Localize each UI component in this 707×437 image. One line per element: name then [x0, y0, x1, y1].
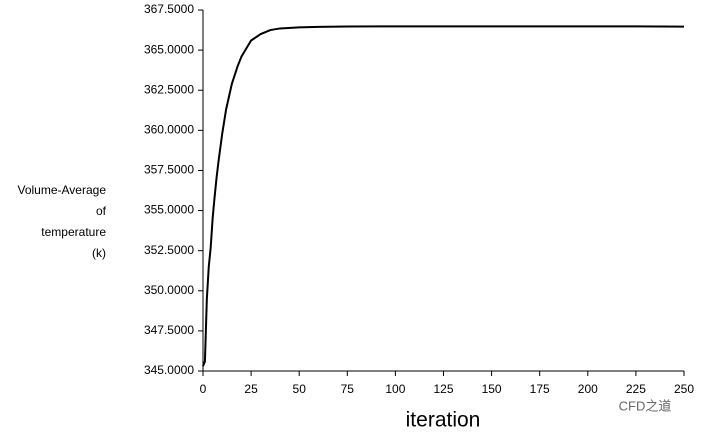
- y-axis-label: temperature: [41, 225, 106, 239]
- y-tick-label: 352.5000: [144, 243, 194, 257]
- y-tick-label: 355.0000: [144, 203, 194, 217]
- x-tick-label: 150: [482, 382, 502, 396]
- x-tick-label: 75: [341, 382, 355, 396]
- y-tick-label: 350.0000: [144, 283, 194, 297]
- data-line: [202, 25, 685, 367]
- x-tick-label: 25: [244, 382, 258, 396]
- y-tick-label: 365.0000: [144, 42, 194, 56]
- x-tick-label: 175: [530, 382, 550, 396]
- x-tick-label: 225: [626, 382, 646, 396]
- y-tick-label: 362.5000: [144, 82, 194, 96]
- x-tick-label: 200: [578, 382, 598, 396]
- y-tick-label: 367.5000: [144, 2, 194, 16]
- y-tick-label: 357.5000: [144, 163, 194, 177]
- x-tick-label: 100: [385, 382, 405, 396]
- x-tick-label: 0: [200, 382, 207, 396]
- y-axis-label: (k): [92, 246, 106, 260]
- y-tick-label: 345.0000: [144, 363, 194, 377]
- x-tick-label: 250: [674, 382, 694, 396]
- y-tick-label: 360.0000: [144, 123, 194, 137]
- x-tick-label: 125: [433, 382, 453, 396]
- y-axis-label: Volume-Average: [18, 183, 107, 197]
- watermark: CFD之道: [619, 398, 672, 413]
- x-tick-label: 50: [293, 382, 307, 396]
- y-axis-label: of: [96, 204, 107, 218]
- y-tick-label: 347.5000: [144, 323, 194, 337]
- x-axis-label: iteration: [406, 409, 481, 432]
